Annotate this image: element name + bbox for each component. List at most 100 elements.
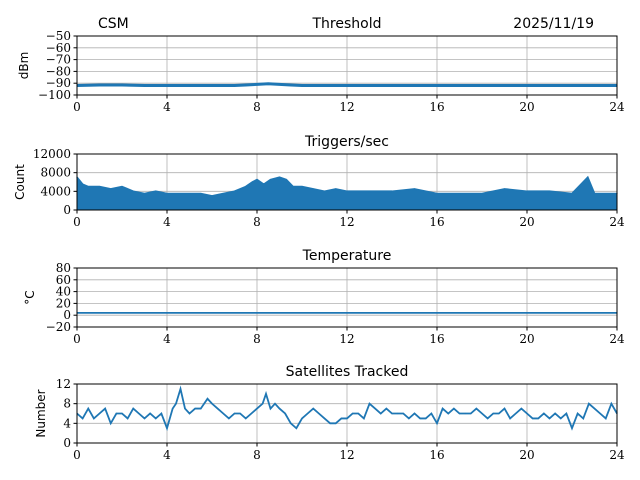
x-tick-label: 8 bbox=[253, 448, 261, 462]
data-point bbox=[323, 190, 326, 192]
data-point bbox=[391, 412, 393, 415]
data-point bbox=[340, 417, 342, 420]
data-point bbox=[175, 403, 177, 405]
data-point bbox=[458, 193, 461, 195]
series-line bbox=[76, 175, 617, 197]
data-point bbox=[571, 193, 573, 195]
y-tick-label: 12000 bbox=[33, 147, 71, 161]
data-point bbox=[194, 407, 196, 410]
subplot-title: Temperature bbox=[302, 248, 392, 264]
data-point bbox=[250, 412, 252, 415]
x-tick-label: 24 bbox=[609, 448, 625, 462]
data-point bbox=[292, 186, 294, 188]
data-point bbox=[278, 176, 281, 178]
x-tick-label: 0 bbox=[73, 448, 81, 462]
data-point bbox=[577, 412, 579, 415]
data-point bbox=[222, 193, 224, 195]
x-tick-label: 8 bbox=[253, 215, 261, 229]
data-point bbox=[352, 412, 354, 415]
data-point bbox=[526, 84, 528, 87]
data-point bbox=[138, 412, 140, 415]
data-point bbox=[256, 407, 258, 410]
x-tick-label: 0 bbox=[73, 100, 81, 114]
y-axis-label: Number bbox=[34, 389, 48, 437]
x-tick-label: 24 bbox=[609, 100, 625, 114]
data-point bbox=[391, 84, 393, 87]
data-point bbox=[503, 188, 506, 190]
data-point bbox=[346, 190, 348, 192]
data-point bbox=[262, 403, 264, 405]
data-point bbox=[346, 84, 348, 87]
data-point bbox=[301, 417, 303, 420]
data-point bbox=[599, 412, 601, 415]
series-base bbox=[77, 201, 617, 210]
data-point bbox=[184, 407, 186, 410]
data-point bbox=[588, 403, 590, 405]
data-point bbox=[188, 84, 191, 87]
data-point bbox=[391, 190, 393, 192]
data-point bbox=[436, 193, 438, 195]
data-point bbox=[475, 407, 477, 410]
data-point bbox=[492, 412, 494, 415]
data-point bbox=[413, 412, 416, 415]
data-point bbox=[312, 188, 314, 190]
data-point bbox=[509, 417, 511, 420]
subplot-1: 0 4 8 12 16 20 24 −50−60−70−80−90−100 Threshold d… bbox=[17, 16, 625, 114]
data-point bbox=[295, 427, 297, 429]
x-tick-label: 24 bbox=[609, 215, 625, 229]
data-point bbox=[425, 417, 427, 420]
data-point bbox=[245, 186, 247, 188]
x-tick-label: 12 bbox=[339, 100, 354, 114]
x-tick-label: 20 bbox=[519, 100, 534, 114]
data-point bbox=[233, 84, 236, 87]
data-point bbox=[166, 427, 168, 429]
x-tick-label: 0 bbox=[73, 332, 81, 346]
data-point bbox=[605, 417, 607, 420]
data-point bbox=[526, 412, 528, 415]
data-point bbox=[265, 393, 267, 395]
data-point bbox=[87, 186, 89, 188]
data-point bbox=[385, 407, 387, 410]
data-point bbox=[554, 412, 556, 415]
data-point bbox=[166, 193, 168, 195]
data-point bbox=[143, 193, 146, 195]
data-point bbox=[532, 417, 534, 420]
x-tick-label: 20 bbox=[519, 215, 534, 229]
data-point bbox=[368, 403, 371, 405]
data-point bbox=[447, 412, 449, 415]
data-point bbox=[87, 407, 89, 410]
x-tick-label: 4 bbox=[163, 100, 171, 114]
data-point bbox=[172, 407, 174, 410]
data-point bbox=[200, 193, 202, 195]
data-point bbox=[160, 412, 162, 415]
subplot-title: Satellites Tracked bbox=[286, 364, 409, 380]
data-point bbox=[290, 422, 292, 424]
data-point bbox=[301, 186, 303, 188]
data-point bbox=[110, 188, 112, 190]
data-point bbox=[571, 84, 573, 87]
data-point bbox=[115, 412, 117, 415]
header-label: CSM bbox=[98, 16, 129, 32]
data-point bbox=[132, 407, 134, 410]
data-point bbox=[357, 412, 359, 415]
data-point bbox=[593, 193, 596, 195]
axes-frame bbox=[76, 35, 618, 96]
data-point bbox=[155, 190, 157, 192]
y-tick-label: 0 bbox=[63, 203, 71, 217]
data-point bbox=[307, 412, 309, 415]
data-point bbox=[593, 407, 596, 410]
data-point bbox=[269, 407, 272, 410]
data-point bbox=[610, 403, 612, 405]
data-point bbox=[402, 412, 404, 415]
y-axis-label: Count bbox=[13, 164, 27, 200]
x-tick-label: 16 bbox=[429, 215, 444, 229]
y-tick-label: 4 bbox=[63, 416, 71, 430]
data-point bbox=[464, 412, 466, 415]
x-tick-label: 4 bbox=[163, 448, 171, 462]
data-point bbox=[245, 84, 247, 86]
data-point bbox=[267, 83, 269, 85]
y-tick-label: 0 bbox=[63, 436, 71, 450]
y-tick-label: −50 bbox=[46, 29, 71, 43]
x-tick-label: 12 bbox=[339, 332, 354, 346]
